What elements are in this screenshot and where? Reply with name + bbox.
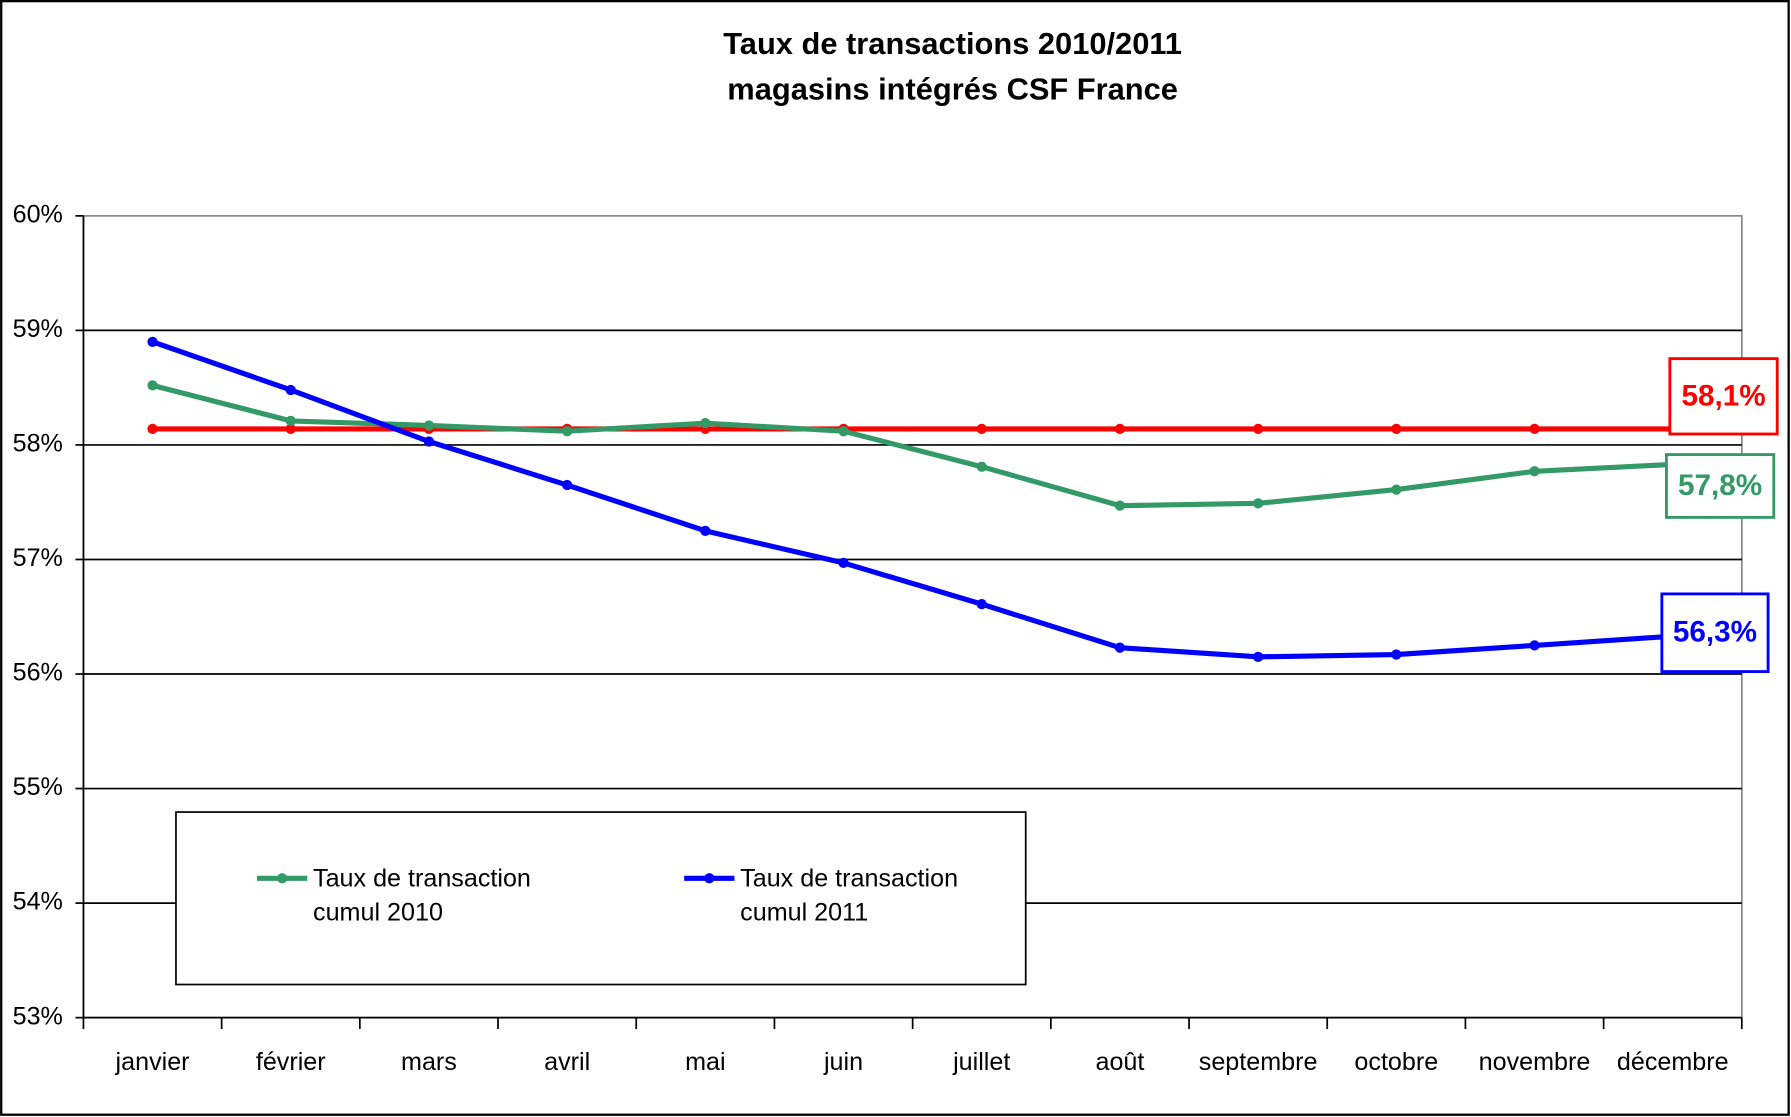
data-point — [561, 479, 573, 491]
x-tick-label: juillet — [952, 1048, 1010, 1076]
data-point — [1252, 423, 1264, 435]
data-point — [1391, 484, 1402, 495]
y-tick-label: 56% — [13, 659, 63, 687]
legend-entry: Taux de transaction cumul 2010 — [313, 863, 531, 927]
series-line — [151, 339, 1673, 660]
legend-entry: Taux de transaction cumul 2011 — [740, 863, 959, 927]
data-point — [1114, 423, 1126, 435]
data-point — [1252, 498, 1264, 509]
data-point — [976, 423, 987, 435]
x-tick-label: octobre — [1354, 1048, 1438, 1076]
data-point — [1529, 423, 1540, 435]
legend-label: Taux de transaction cumul 2011 — [740, 863, 959, 927]
data-point — [147, 380, 158, 391]
legend-marker — [277, 873, 288, 884]
y-tick-label: 53% — [13, 1002, 63, 1030]
value-label-box — [1665, 453, 1776, 519]
data-point — [1114, 500, 1126, 511]
y-tick-label: 60% — [13, 201, 63, 229]
value-label: 57,8% — [1678, 469, 1762, 502]
value-label-box — [1668, 357, 1779, 436]
data-point — [976, 599, 987, 610]
data-point — [423, 436, 435, 447]
data-point — [976, 461, 987, 472]
x-tick-label: février — [256, 1048, 326, 1076]
y-tick-label: 54% — [13, 888, 63, 916]
data-point — [838, 426, 849, 437]
data-point — [838, 557, 849, 569]
data-point — [423, 420, 435, 431]
value-label-box — [1660, 592, 1770, 673]
y-tick-label: 57% — [13, 544, 63, 572]
data-point — [700, 418, 711, 429]
legend-box — [175, 811, 1027, 986]
data-point — [147, 423, 158, 435]
data-point — [285, 415, 296, 427]
data-point — [1252, 651, 1264, 662]
data-point — [285, 384, 296, 396]
series-line — [151, 382, 1673, 509]
y-tick-label: 58% — [13, 430, 63, 458]
data-point — [285, 423, 296, 435]
x-tick-label: mai — [685, 1048, 725, 1076]
value-label: 56,3% — [1673, 616, 1757, 649]
data-point — [1391, 649, 1402, 660]
data-point — [1529, 466, 1540, 477]
value-label: 58,1% — [1681, 379, 1765, 412]
legend-label: Taux de transaction cumul 2010 — [313, 863, 531, 927]
x-tick-label: décembre — [1617, 1048, 1729, 1076]
data-point — [1529, 640, 1540, 651]
x-tick-label: avril — [544, 1048, 590, 1076]
x-tick-label: septembre — [1199, 1048, 1318, 1076]
chart-subtitle: magasins intégrés CSF France — [727, 72, 1178, 107]
x-tick-label: août — [1095, 1048, 1144, 1076]
x-tick-label: juin — [823, 1048, 863, 1076]
legend-marker — [704, 873, 715, 884]
data-point — [147, 336, 158, 347]
data-point — [561, 426, 573, 437]
chart-title: Taux de transactions 2010/2011 — [723, 26, 1182, 61]
data-point — [1114, 642, 1126, 653]
y-tick-label: 55% — [13, 773, 63, 801]
data-point — [1391, 423, 1402, 435]
data-point — [700, 525, 711, 536]
x-tick-label: janvier — [115, 1048, 190, 1076]
y-tick-label: 59% — [13, 315, 63, 343]
x-tick-label: novembre — [1479, 1048, 1591, 1076]
x-tick-label: mars — [401, 1048, 457, 1076]
